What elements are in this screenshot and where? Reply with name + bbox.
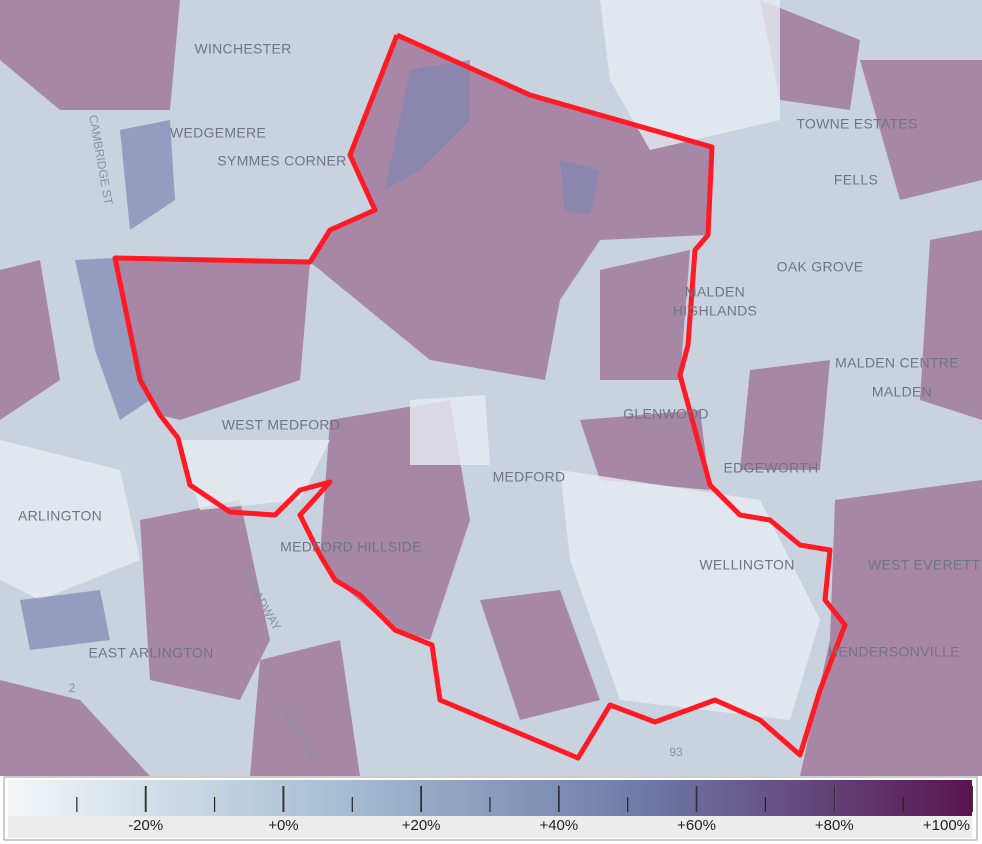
place-label: EAST ARLINGTON (88, 645, 213, 661)
legend-tick-label: +80% (815, 817, 854, 834)
place-label: MALDEN (685, 284, 745, 300)
district-boundary (112, 32, 848, 761)
road-label: 93 (669, 745, 683, 759)
place-label: SYMMES CORNER (217, 153, 346, 169)
road-label: 2 (69, 681, 76, 695)
place-label: WEST EVERETT (868, 557, 980, 573)
legend-tick-label: -20% (128, 817, 163, 834)
legend-tick-label: +100% (923, 817, 970, 834)
legend-tick-label: +40% (539, 817, 578, 834)
legend-tick-label: +60% (677, 817, 716, 834)
legend-tick-label: +0% (268, 817, 298, 834)
place-label: MEDFORD HILLSIDE (280, 539, 422, 555)
legend: -20% +0% +20% +40% +60% +80% +100% (3, 776, 978, 841)
place-label: WINCHESTER (194, 41, 291, 57)
place-label: OAK GROVE (777, 259, 864, 275)
place-label: ARLINGTON (18, 508, 102, 524)
legend-tick-label: +20% (402, 817, 441, 834)
place-label: MEDFORD (493, 469, 566, 485)
place-label: TOWNE ESTATES (796, 116, 917, 132)
place-label: FELLS (834, 172, 878, 188)
place-label: WEST MEDFORD (222, 417, 340, 433)
place-label: HENDERSONVILLE (828, 644, 960, 660)
place-label: GLENWOOD (623, 406, 709, 422)
map-base: WINCHESTER WEDGEMERE SYMMES CORNER CAMBR… (0, 0, 982, 776)
place-label: HIGHLANDS (673, 303, 757, 319)
place-label: EDGEWORTH (724, 460, 819, 476)
place-label: MALDEN (872, 384, 932, 400)
place-label: MALDEN CENTRE (835, 355, 959, 371)
place-label: WEDGEMERE (170, 125, 266, 141)
place-label: WELLINGTON (699, 557, 794, 573)
